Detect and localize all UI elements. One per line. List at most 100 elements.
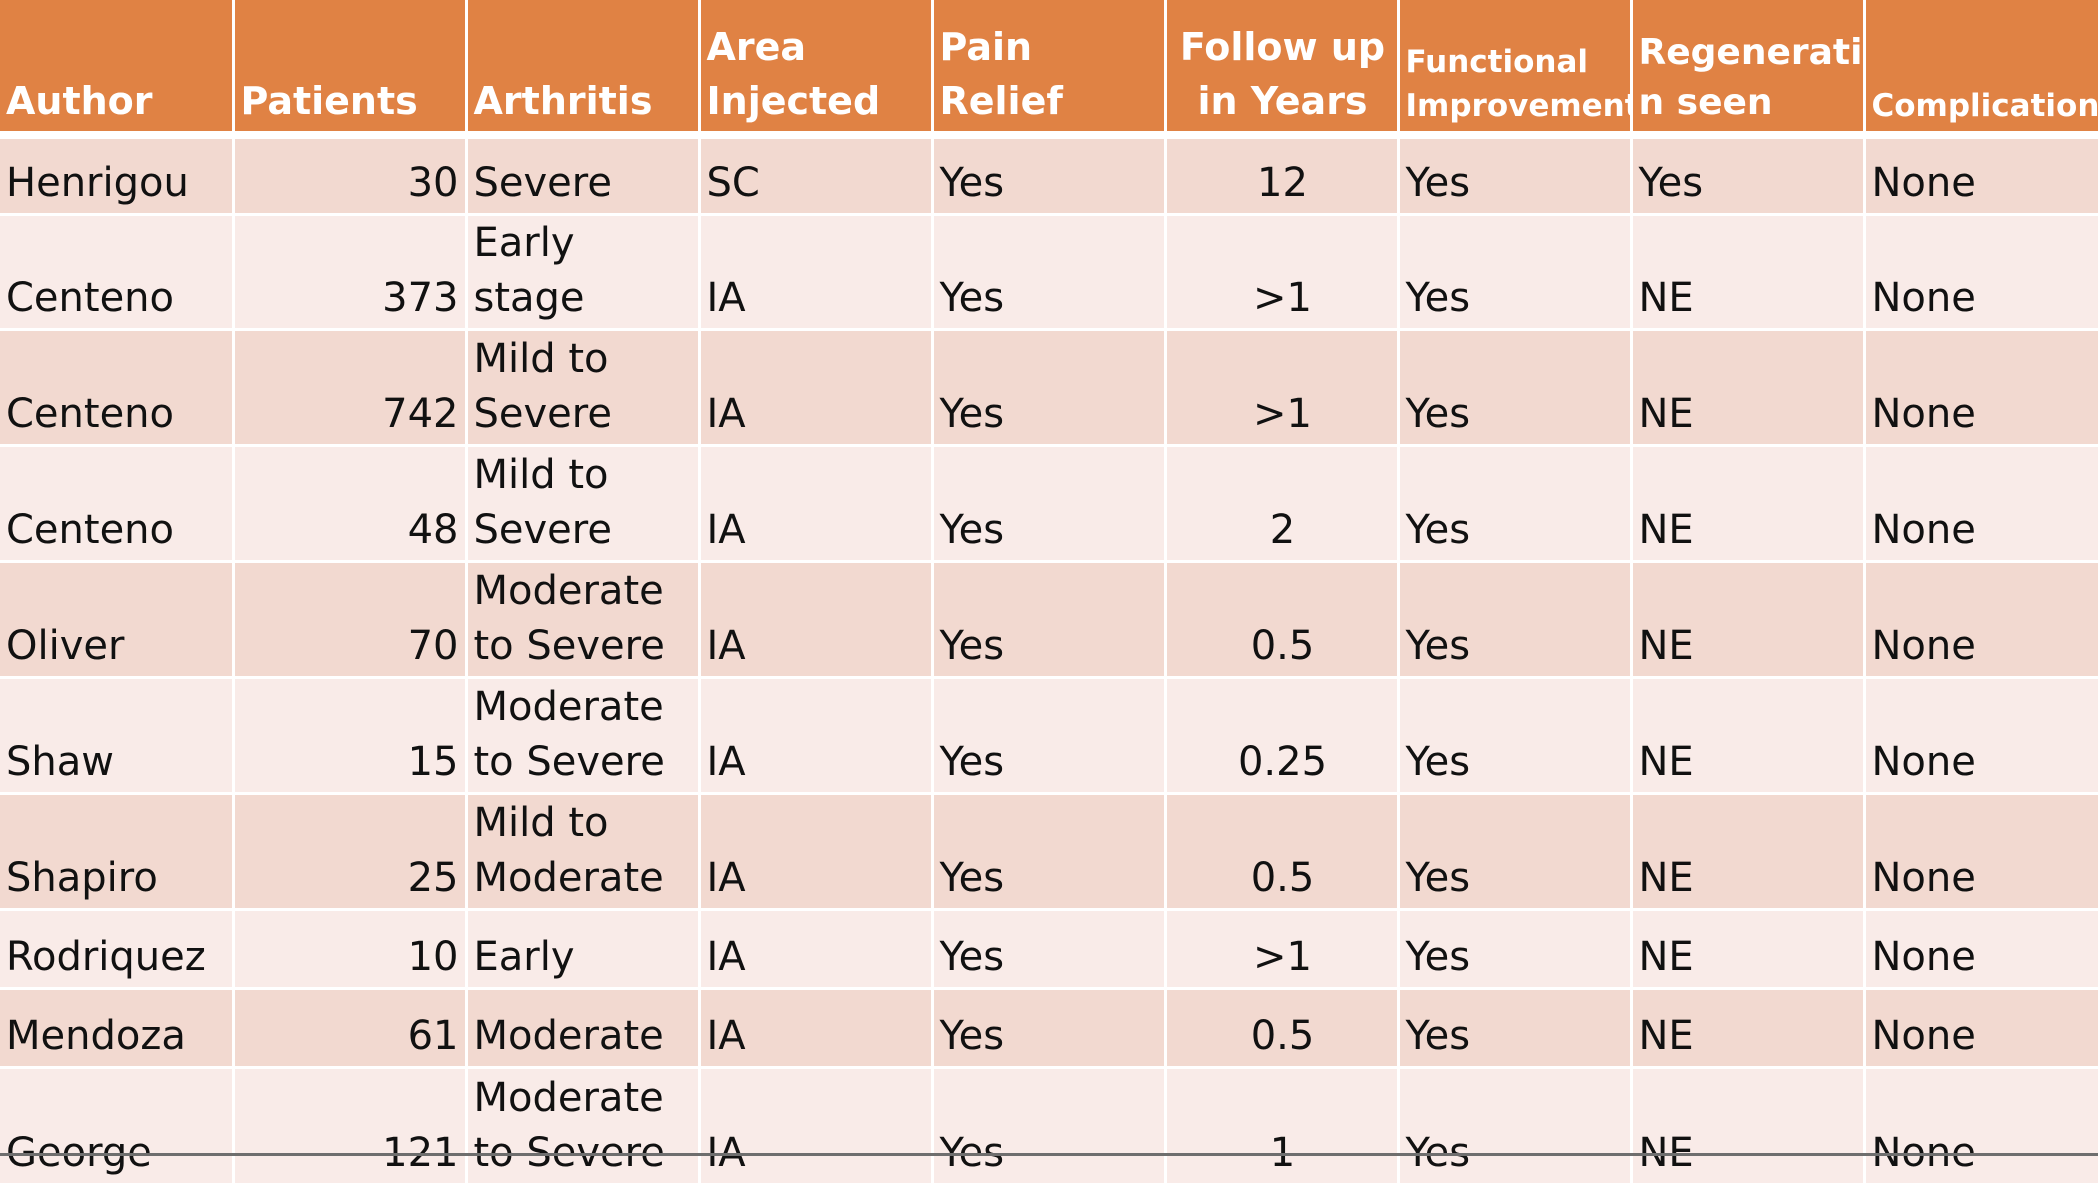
complications-cell: None xyxy=(1864,1067,2098,1183)
table-row: Centeno 373 Early stage IA Yes >1 Yes NE None xyxy=(0,214,2098,331)
area-injected-cell: IA xyxy=(699,677,934,795)
functional-improvement-cell: Yes xyxy=(1398,909,1633,990)
author-cell: Centeno xyxy=(0,214,235,331)
header-area-injected: Area Injected xyxy=(699,0,934,139)
author-cell: Centeno xyxy=(0,329,235,447)
follow-up-cell: >1 xyxy=(1165,214,1400,331)
functional-improvement-cell: Yes xyxy=(1398,793,1633,911)
patients-cell: 15 xyxy=(233,677,468,795)
follow-up-cell: >1 xyxy=(1165,329,1400,447)
area-injected-cell: IA xyxy=(699,561,934,679)
header-pain-relief: Pain Relief xyxy=(932,0,1167,139)
complications-cell: None xyxy=(1864,329,2098,447)
header-author: Author xyxy=(0,0,235,139)
functional-improvement-cell: Yes xyxy=(1398,677,1633,795)
header-complications: Complications xyxy=(1864,0,2098,139)
patients-cell: 373 xyxy=(233,214,468,331)
functional-improvement-cell: Yes xyxy=(1398,135,1633,216)
arthritis-cell: Moderate to Severe xyxy=(466,677,701,795)
table-row: Henrigou 30 Severe SC Yes 12 Yes Yes None xyxy=(0,135,2098,216)
header-regeneration: Regeneratio n seen xyxy=(1631,0,1866,139)
pain-relief-cell: Yes xyxy=(932,329,1167,447)
author-cell: George xyxy=(0,1067,235,1183)
patients-cell: 10 xyxy=(233,909,468,990)
author-cell: Oliver xyxy=(0,561,235,679)
regeneration-cell: NE xyxy=(1631,793,1866,911)
regeneration-cell: NE xyxy=(1631,677,1866,795)
regeneration-cell: Yes xyxy=(1631,135,1866,216)
complications-cell: None xyxy=(1864,988,2098,1069)
functional-improvement-cell: Yes xyxy=(1398,445,1633,563)
pain-relief-cell: Yes xyxy=(932,909,1167,990)
pain-relief-cell: Yes xyxy=(932,214,1167,331)
complications-cell: None xyxy=(1864,135,2098,216)
follow-up-cell: 0.5 xyxy=(1165,988,1400,1069)
arthritis-cell: Early stage xyxy=(466,214,701,331)
table-row: Shaw 15 Moderate to Severe IA Yes 0.25 Yes NE No… xyxy=(0,677,2098,795)
patients-cell: 742 xyxy=(233,329,468,447)
arthritis-cell: Severe xyxy=(466,135,701,216)
complications-cell: None xyxy=(1864,445,2098,563)
functional-improvement-cell: Yes xyxy=(1398,561,1633,679)
area-injected-cell: IA xyxy=(699,214,934,331)
patients-cell: 61 xyxy=(233,988,468,1069)
functional-improvement-cell: Yes xyxy=(1398,329,1633,447)
header-row: Author Patients Arthritis Area Injected … xyxy=(0,0,2098,139)
functional-improvement-cell: Yes xyxy=(1398,1067,1633,1183)
table-row: Oliver 70 Moderate to Severe IA Yes 0.5 Yes NE N… xyxy=(0,561,2098,679)
table-row: George 121 Moderate to Severe IA Yes 1 Yes NE No… xyxy=(0,1067,2098,1183)
pain-relief-cell: Yes xyxy=(932,793,1167,911)
area-injected-cell: SC xyxy=(699,135,934,216)
table-row: Centeno 742 Mild to Severe IA Yes >1 Yes NE None xyxy=(0,329,2098,447)
pain-relief-cell: Yes xyxy=(932,677,1167,795)
header-patients: Patients xyxy=(233,0,468,139)
table-row: Rodriquez 10 Early IA Yes >1 Yes NE None xyxy=(0,909,2098,990)
author-cell: Henrigou xyxy=(0,135,235,216)
arthritis-cell: Mild to Severe xyxy=(466,329,701,447)
patients-cell: 121 xyxy=(233,1067,468,1183)
area-injected-cell: IA xyxy=(699,1067,934,1183)
author-cell: Centeno xyxy=(0,445,235,563)
regeneration-cell: NE xyxy=(1631,1067,1866,1183)
regeneration-cell: NE xyxy=(1631,214,1866,331)
table-row: Shapiro 25 Mild to Moderate IA Yes 0.5 Yes NE No… xyxy=(0,793,2098,911)
header-arthritis: Arthritis xyxy=(466,0,701,139)
regeneration-cell: NE xyxy=(1631,909,1866,990)
complications-cell: None xyxy=(1864,909,2098,990)
author-cell: Shapiro xyxy=(0,793,235,911)
complications-cell: None xyxy=(1864,677,2098,795)
regeneration-cell: NE xyxy=(1631,988,1866,1069)
follow-up-cell: 0.25 xyxy=(1165,677,1400,795)
arthritis-cell: Early xyxy=(466,909,701,990)
area-injected-cell: IA xyxy=(699,988,934,1069)
regeneration-cell: NE xyxy=(1631,445,1866,563)
complications-cell: None xyxy=(1864,793,2098,911)
patients-cell: 25 xyxy=(233,793,468,911)
regeneration-cell: NE xyxy=(1631,561,1866,679)
author-cell: Rodriquez xyxy=(0,909,235,990)
functional-improvement-cell: Yes xyxy=(1398,988,1633,1069)
pain-relief-cell: Yes xyxy=(932,445,1167,563)
arthritis-cell: Moderate to Severe xyxy=(466,561,701,679)
follow-up-cell: 0.5 xyxy=(1165,561,1400,679)
header-follow-up: Follow up in Years xyxy=(1165,0,1400,139)
area-injected-cell: IA xyxy=(699,445,934,563)
author-cell: Shaw xyxy=(0,677,235,795)
header-functional-improvement: Functional Improvement xyxy=(1398,0,1633,139)
arthritis-cell: Mild to Moderate xyxy=(466,793,701,911)
pain-relief-cell: Yes xyxy=(932,561,1167,679)
follow-up-cell: >1 xyxy=(1165,909,1400,990)
pain-relief-cell: Yes xyxy=(932,988,1167,1069)
patients-cell: 30 xyxy=(233,135,468,216)
table-row: Centeno 48 Mild to Severe IA Yes 2 Yes NE None xyxy=(0,445,2098,563)
complications-cell: None xyxy=(1864,561,2098,679)
follow-up-cell: 12 xyxy=(1165,135,1400,216)
area-injected-cell: IA xyxy=(699,329,934,447)
patients-cell: 48 xyxy=(233,445,468,563)
table-bottom-border xyxy=(0,1153,2098,1156)
area-injected-cell: IA xyxy=(699,909,934,990)
arthritis-cell: Moderate to Severe xyxy=(466,1067,701,1183)
complications-cell: None xyxy=(1864,214,2098,331)
regeneration-cell: NE xyxy=(1631,329,1866,447)
